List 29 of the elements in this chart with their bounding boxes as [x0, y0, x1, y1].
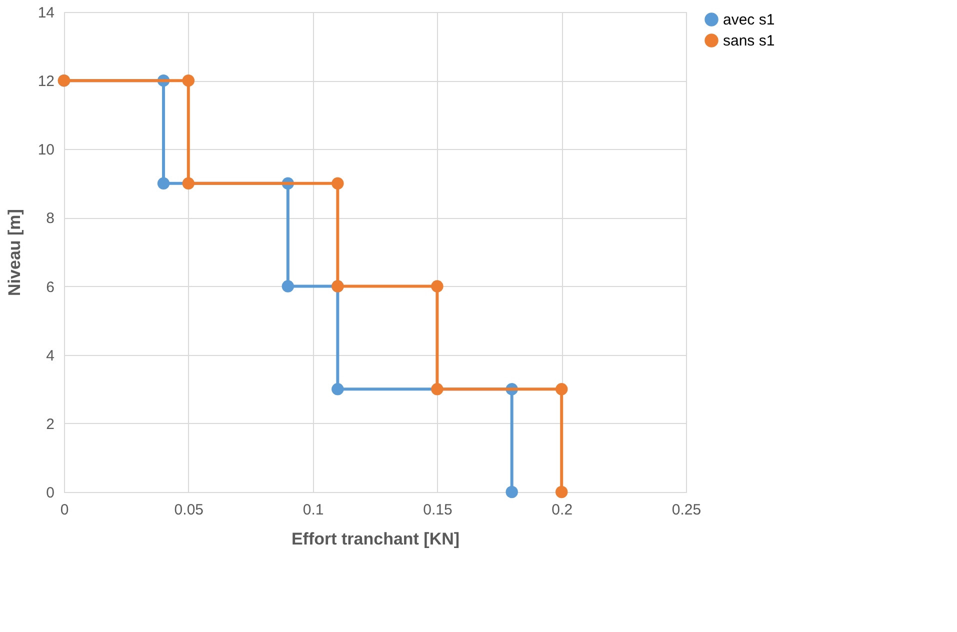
y-tick-label: 6 [46, 278, 54, 296]
y-tick-label: 2 [46, 416, 54, 433]
y-tick-label: 0 [46, 484, 54, 502]
point [157, 177, 170, 190]
point [182, 74, 195, 87]
point [431, 280, 444, 292]
x-axis-title: Effort tranchant [KN] [291, 530, 460, 548]
point [182, 177, 195, 190]
point [555, 486, 568, 498]
y-tick-label: 4 [46, 347, 54, 364]
y-tick-label: 10 [38, 142, 54, 159]
x-tick-label: 0.15 [423, 502, 452, 518]
point [431, 383, 444, 396]
legend-label: sans s1 [723, 32, 775, 50]
y-tick-label: 14 [38, 4, 54, 22]
point [555, 383, 568, 396]
legend-label: avec s1 [723, 12, 775, 28]
x-tick-label: 0 [60, 502, 69, 518]
y-tick-label: 8 [46, 210, 54, 228]
x-tick-label: 0.2 [552, 502, 573, 518]
x-tick-label: 0.25 [672, 502, 702, 518]
x-tick-label: 0.1 [302, 502, 324, 518]
y-tick-label: 12 [38, 73, 54, 90]
x-tick-label: 0.05 [174, 502, 204, 518]
y-axis-title: Niveau [m] [4, 209, 24, 296]
point [282, 280, 294, 292]
point [332, 383, 344, 396]
point [332, 177, 344, 190]
point [506, 486, 518, 498]
